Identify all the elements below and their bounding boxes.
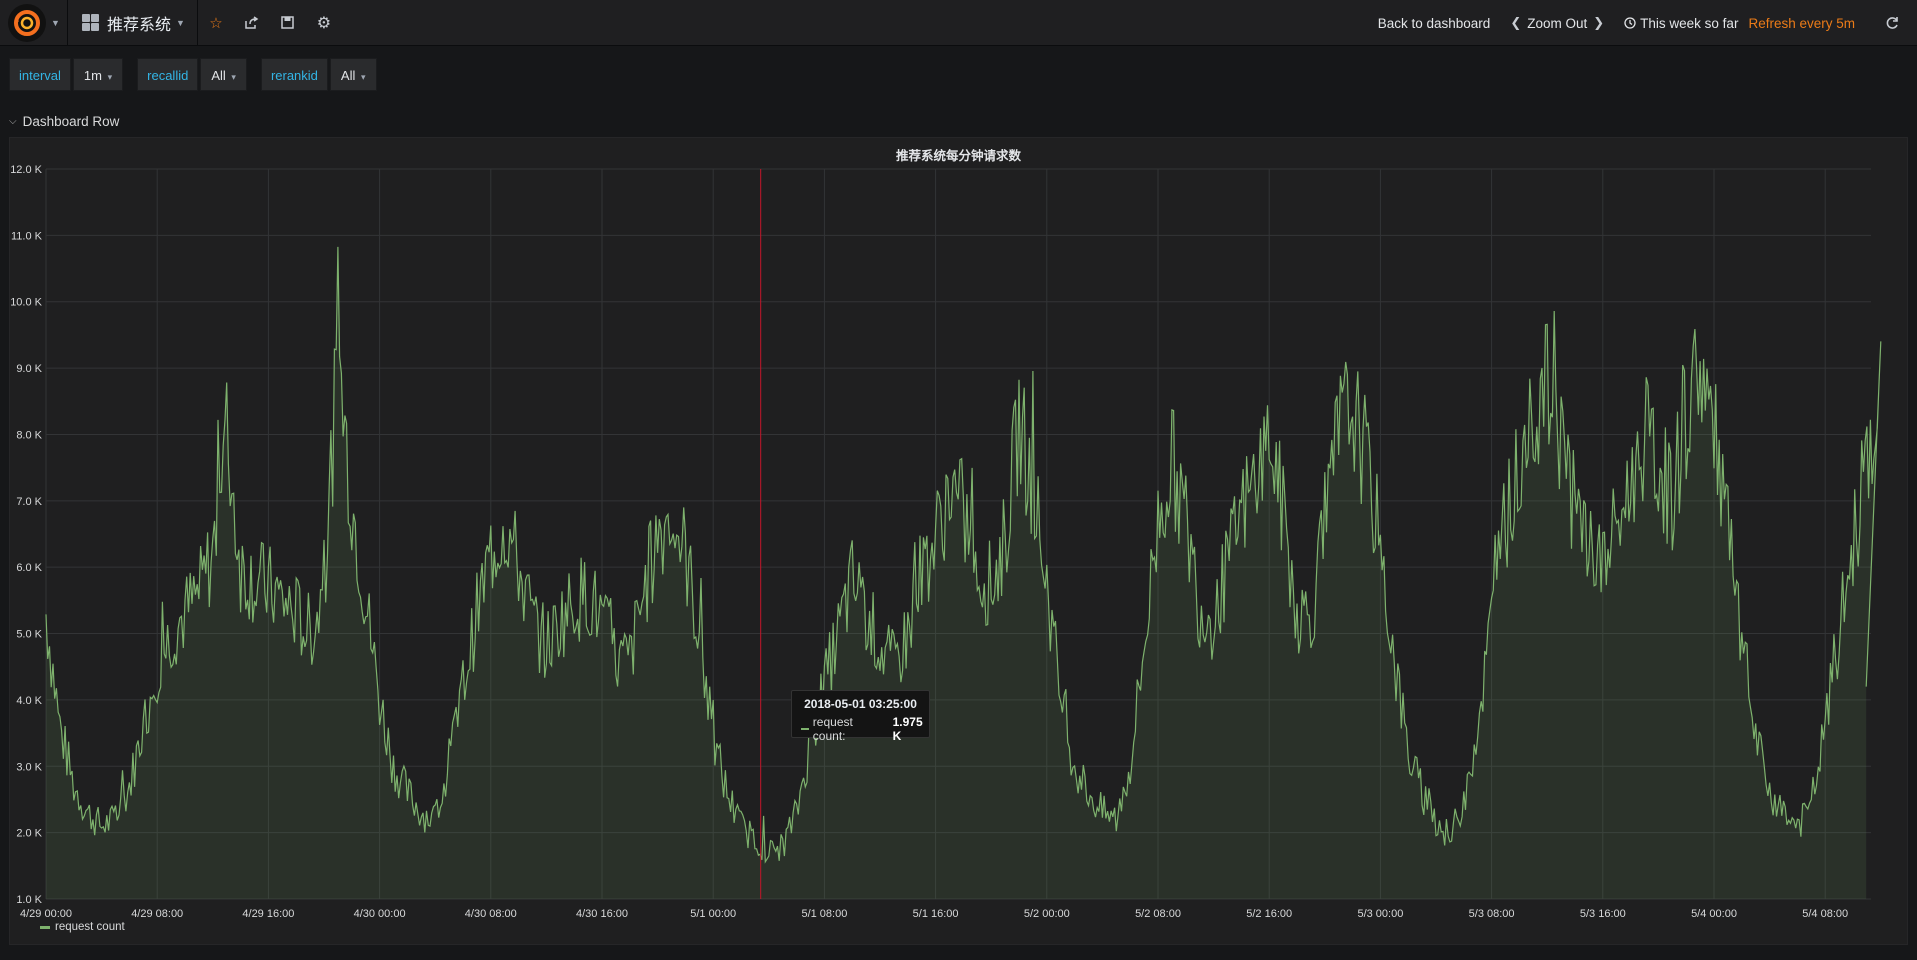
x-tick-label: 5/3 00:00 <box>1357 908 1403 920</box>
x-tick-label: 4/29 08:00 <box>131 908 183 920</box>
time-picker[interactable]: This week so far Refresh every 5m <box>1614 0 1865 46</box>
variable-label-rerankid: rerankid <box>260 58 328 91</box>
clock-icon <box>1624 17 1636 29</box>
x-tick-label: 4/30 00:00 <box>354 908 406 920</box>
tooltip-time: 2018-05-01 03:25:00 <box>804 697 917 711</box>
x-tick-label: 5/1 00:00 <box>690 908 736 920</box>
x-tick-label: 4/29 00:00 <box>20 908 72 920</box>
legend-swatch <box>40 925 50 929</box>
y-tick-label: 10.0 K <box>10 297 42 309</box>
variable-value: All <box>340 68 356 83</box>
y-tick-label: 7.0 K <box>16 496 42 508</box>
time-forward-button[interactable]: ❯ <box>1593 15 1605 30</box>
y-tick-label: 5.0 K <box>16 629 42 641</box>
share-button[interactable] <box>234 0 270 46</box>
variable-label-interval: interval <box>9 58 71 91</box>
dashboard-row-toggle[interactable]: ⌵ Dashboard Row <box>9 114 119 129</box>
panel-title[interactable]: 推荐系统每分钟请求数 <box>895 149 1021 163</box>
tooltip-value: 1.975 K <box>892 715 923 743</box>
graph-panel[interactable]: 推荐系统每分钟请求数 12.0 K 11.0 K 10.0 K 9.0 K 8.0 K 7… <box>9 137 1908 945</box>
refresh-button[interactable] <box>1865 0 1917 46</box>
x-tick-label: 5/1 08:00 <box>801 908 847 920</box>
legend-item-request-count[interactable]: request count <box>40 921 125 933</box>
refresh-icon <box>1886 17 1898 29</box>
zoom-out-button[interactable]: Zoom Out <box>1527 15 1588 31</box>
variable-value: 1m <box>83 68 102 83</box>
y-tick-label: 4.0 K <box>16 695 42 707</box>
dashboard-title: 推荐系统 <box>107 16 172 34</box>
save-icon <box>281 16 295 29</box>
variable-select-rerankid[interactable]: All ▾ <box>329 58 377 91</box>
dashboard-grid-icon <box>82 14 99 31</box>
tooltip-series-swatch <box>801 728 809 730</box>
x-tick-label: 5/4 08:00 <box>1802 908 1848 920</box>
refresh-interval-label: Refresh every 5m <box>1748 15 1855 31</box>
y-tick-label: 12.0 K <box>10 164 42 176</box>
time-back-button[interactable]: ❮ <box>1510 15 1522 30</box>
variable-select-recallid[interactable]: All ▾ <box>200 58 247 91</box>
chevron-down-icon: ▼ <box>176 17 185 28</box>
x-tick-label: 5/1 16:00 <box>913 908 959 920</box>
y-tick-label: 8.0 K <box>16 429 42 441</box>
save-button[interactable] <box>270 0 306 46</box>
chevron-down-icon: ▼ <box>51 17 60 28</box>
chevron-down-icon: ⌵ <box>9 116 17 127</box>
x-tick-label: 5/2 08:00 <box>1135 908 1181 920</box>
y-tick-label: 11.0 K <box>11 230 43 242</box>
grafana-logo-icon <box>8 3 46 42</box>
time-range-label: This week so far <box>1640 15 1739 31</box>
share-icon <box>245 15 259 29</box>
chevron-down-icon: ▾ <box>231 72 236 82</box>
row-title: Dashboard Row <box>22 114 120 129</box>
x-tick-label: 5/4 00:00 <box>1691 908 1737 920</box>
x-tick-label: 5/2 00:00 <box>1024 908 1070 920</box>
y-tick-label: 3.0 K <box>16 761 42 773</box>
series-area-request-count <box>46 246 1881 899</box>
template-variables: interval 1m ▾ recallid All ▾ rerankid Al… <box>9 58 377 91</box>
x-tick-label: 5/3 16:00 <box>1580 908 1626 920</box>
nav-right-controls: Back to dashboard ❮ Zoom Out ❯ This week… <box>1368 0 1917 46</box>
x-tick-label: 5/3 08:00 <box>1469 908 1515 920</box>
top-navbar: ▼ 推荐系统 ▼ ☆ ⚙ Back to dashboard ❮ Zoom Ou… <box>0 0 1917 46</box>
graph-tooltip: 2018-05-01 03:25:00 request count: 1.975… <box>791 690 930 743</box>
back-to-dashboard-link[interactable]: Back to dashboard <box>1377 15 1491 31</box>
x-tick-label: 4/30 08:00 <box>465 908 517 920</box>
y-tick-label: 1.0 K <box>16 894 42 906</box>
chevron-down-icon: ▾ <box>107 72 113 82</box>
variable-value: All <box>211 68 226 83</box>
x-tick-label: 4/29 16:00 <box>242 908 294 920</box>
y-tick-label: 2.0 K <box>16 828 42 840</box>
settings-button[interactable]: ⚙ <box>306 0 342 46</box>
star-button[interactable]: ☆ <box>209 14 223 32</box>
series-line-request-count <box>45 246 1882 864</box>
dashboard-picker[interactable]: 推荐系统 ▼ <box>68 0 198 46</box>
tooltip-series-name: request count: <box>812 715 853 743</box>
legend-label: request count <box>55 921 125 933</box>
x-tick-label: 4/30 16:00 <box>576 908 628 920</box>
y-tick-label: 9.0 K <box>16 363 42 375</box>
grafana-menu[interactable]: ▼ <box>0 0 68 46</box>
variable-select-interval[interactable]: 1m ▾ <box>72 58 124 91</box>
x-tick-label: 5/2 16:00 <box>1246 908 1292 920</box>
variable-label-recallid: recallid <box>137 58 199 91</box>
chevron-down-icon: ▾ <box>360 72 366 82</box>
request-count-chart[interactable]: 12.0 K 11.0 K 10.0 K 9.0 K 8.0 K 7.0 K 6.0 K 5.… <box>10 138 1909 946</box>
y-tick-label: 6.0 K <box>16 562 42 574</box>
gear-icon: ⚙ <box>316 14 332 32</box>
